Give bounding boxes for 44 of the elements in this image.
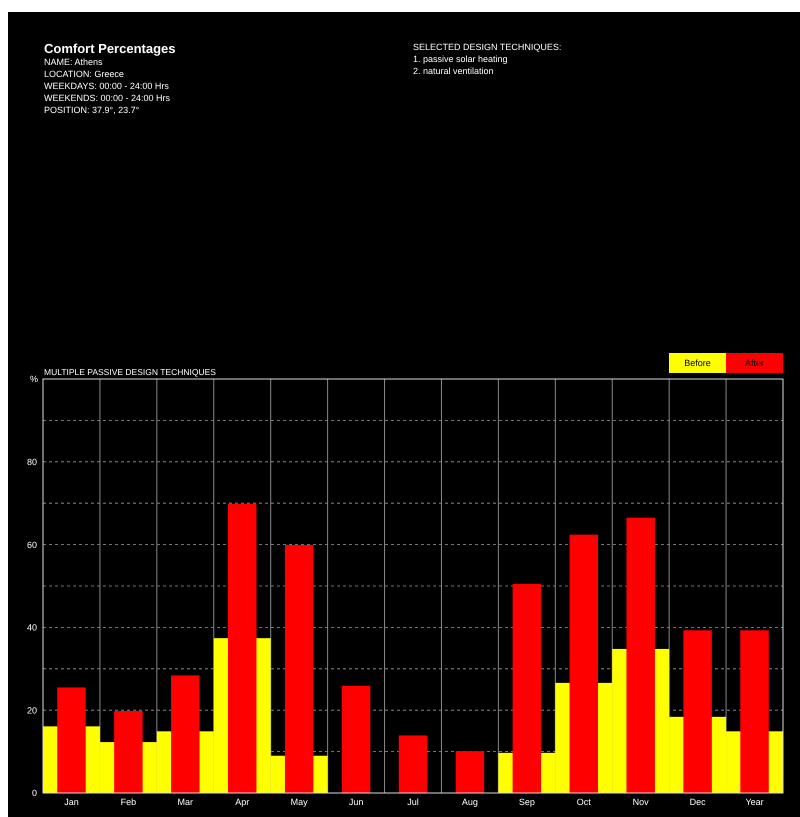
- y-tick-label: 0: [32, 788, 37, 798]
- y-tick-label: 40: [26, 622, 37, 633]
- text: Before: [684, 358, 711, 368]
- bar: [456, 751, 484, 793]
- x-tick-label: Jun: [348, 797, 364, 807]
- x-tick-label: Mar: [178, 797, 194, 807]
- chart-subtitle: MULTIPLE PASSIVE DESIGN TECHNIQUES: [44, 367, 216, 377]
- text: SELECTED DESIGN TECHNIQUES:: [413, 42, 562, 52]
- x-tick-label: Jan: [64, 797, 79, 807]
- bar: [626, 518, 655, 793]
- x-tick-label: Oct: [576, 797, 592, 807]
- text: WEEKENDS: 00:00 - 24:00 Hrs: [44, 93, 171, 103]
- chart-title: Comfort Percentages: [44, 41, 176, 56]
- x-tick-label: Aug: [462, 797, 478, 807]
- x-tick-label: Apr: [235, 797, 250, 807]
- text: POSITION: 37.9°, 23.7°: [44, 105, 140, 115]
- y-tick-label: 80: [26, 456, 37, 467]
- bar: [740, 630, 769, 793]
- bar: [683, 630, 712, 793]
- x-tick-label: May: [290, 797, 308, 807]
- bar: [398, 735, 428, 793]
- text: 2. natural ventilation: [413, 66, 494, 76]
- x-tick-label: Nov: [632, 797, 650, 807]
- bar: [114, 711, 143, 793]
- bar: [570, 534, 598, 793]
- bar: [57, 687, 86, 793]
- text: NAME: Athens: [44, 57, 104, 67]
- bar: [342, 686, 370, 793]
- bar: [228, 504, 256, 793]
- x-tick-label: Jul: [407, 797, 419, 807]
- y-axis-title: %: [30, 374, 38, 384]
- text: 1. passive solar heating: [413, 54, 508, 64]
- y-tick-label: 60: [26, 540, 37, 550]
- bar: [171, 675, 200, 793]
- x-tick-label: Feb: [120, 797, 136, 807]
- text: WEEKDAYS: 00:00 - 24:00 Hrs: [44, 81, 170, 91]
- text: After: [744, 358, 764, 368]
- y-tick-label: 20: [26, 705, 37, 716]
- bar: [512, 584, 542, 793]
- x-tick-label: Dec: [690, 797, 706, 807]
- bar: [284, 545, 314, 793]
- x-tick-label: Year: [745, 797, 764, 807]
- text: LOCATION: Greece: [44, 69, 124, 79]
- x-tick-label: Sep: [518, 797, 535, 807]
